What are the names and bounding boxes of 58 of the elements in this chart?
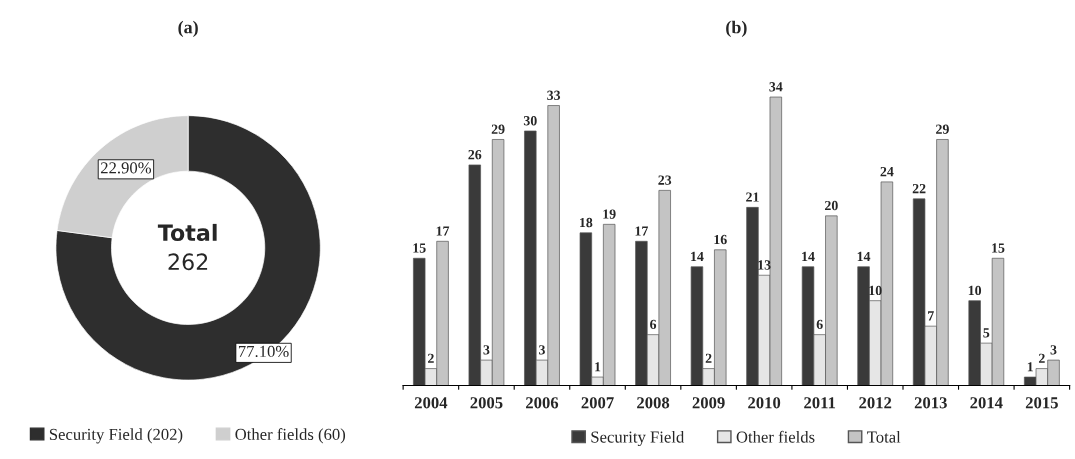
- legend-label: Other fields (60): [235, 428, 346, 444]
- data-label: 17: [635, 226, 648, 236]
- data-label: 20: [824, 200, 838, 211]
- x-tick-label: 2005: [470, 397, 503, 409]
- data-label: 30: [523, 116, 537, 126]
- donut-slice: [55, 115, 321, 381]
- x-tick-label: 2009: [692, 397, 725, 409]
- text: Total: [157, 223, 217, 242]
- data-label: 33: [547, 90, 561, 100]
- data-label: 21: [746, 192, 759, 202]
- data-label: 14: [691, 251, 704, 262]
- data-label: 26: [468, 150, 482, 160]
- data-label: 18: [580, 217, 593, 228]
- data-label: 34: [769, 82, 783, 92]
- data-label: 6: [650, 319, 657, 330]
- x-tick-label: 2008: [637, 397, 670, 409]
- data-label: 3: [1050, 345, 1057, 355]
- x-tick-label: 2013: [914, 397, 947, 409]
- data-label: 10: [968, 285, 982, 296]
- data-label: 3: [483, 345, 490, 355]
- legend-label: Other fields: [736, 430, 815, 443]
- data-label: 24: [880, 166, 894, 177]
- data-label: 3: [539, 345, 545, 355]
- data-label: 19: [603, 209, 616, 219]
- data-label: 77.10%: [238, 345, 289, 358]
- data-label: 1: [1027, 362, 1033, 372]
- data-label: 16: [714, 234, 727, 245]
- data-label: 22.90%: [100, 162, 152, 174]
- data-label: 5: [983, 328, 990, 338]
- data-label: 22: [912, 183, 926, 194]
- x-tick-label: 2011: [804, 397, 836, 409]
- x-tick-label: 2012: [859, 397, 892, 409]
- legend-label: Security Field: [591, 430, 685, 447]
- x-tick-label: 2006: [526, 397, 559, 409]
- x-tick-label: 2014: [970, 397, 1003, 409]
- data-label: 14: [802, 251, 815, 262]
- data-label: 2: [1038, 353, 1045, 363]
- text: 262: [168, 253, 208, 271]
- x-tick-label: 2015: [1025, 397, 1058, 409]
- x-tick-label: 2007: [581, 397, 614, 409]
- data-label: 29: [491, 124, 505, 134]
- legend-label: Security Field (202): [49, 428, 183, 444]
- chart-title: (a): [178, 20, 198, 38]
- data-label: 7: [928, 311, 934, 321]
- data-label: 2: [428, 353, 434, 363]
- data-label: 6: [816, 319, 823, 330]
- data-label: 29: [936, 124, 949, 134]
- chart-title: (b): [726, 20, 747, 38]
- data-label: 1: [595, 362, 601, 372]
- x-tick-label: 2004: [414, 397, 448, 409]
- data-label: 2: [705, 353, 712, 363]
- data-label: 14: [857, 251, 871, 262]
- x-tick-label: 2010: [748, 397, 781, 409]
- legend-label: Total: [867, 430, 901, 443]
- data-label: 15: [413, 243, 426, 253]
- data-label: 15: [992, 243, 1005, 253]
- data-label: 17: [436, 226, 450, 236]
- data-label: 23: [658, 175, 672, 185]
